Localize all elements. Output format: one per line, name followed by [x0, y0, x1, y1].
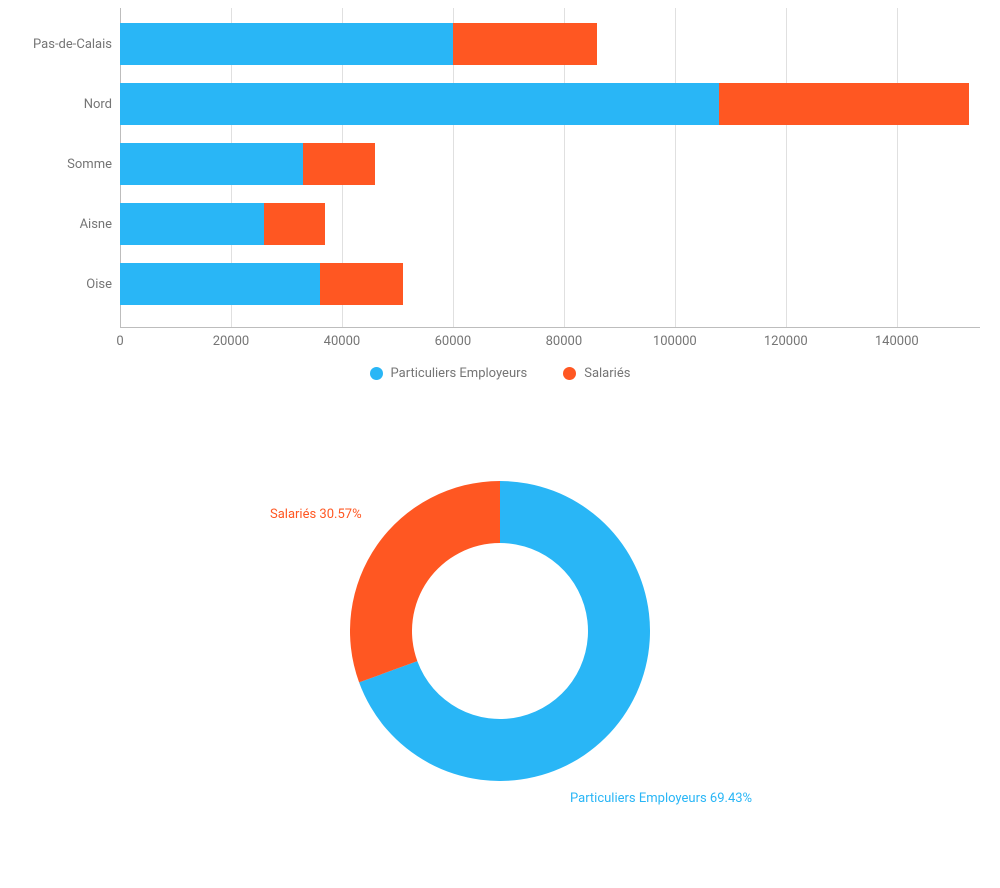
legend-swatch-icon	[563, 367, 576, 380]
bar-segment	[303, 143, 375, 185]
bar-row: Pas-de-Calais	[120, 14, 980, 74]
bar-segment	[120, 23, 453, 65]
x-axis-tick-label: 0	[116, 334, 123, 349]
x-axis-tick-label: 120000	[764, 334, 808, 349]
x-axis-tick-label: 100000	[653, 334, 697, 349]
category-label: Nord	[20, 74, 112, 134]
legend-swatch-icon	[370, 367, 383, 380]
bar-segment	[453, 23, 597, 65]
bar-chart-rows: Pas-de-CalaisNordSommeAisneOise	[120, 8, 980, 327]
legend-item-salaries: Salariés	[563, 366, 630, 381]
donut-slice-label: Particuliers Employeurs 69.43%	[570, 791, 752, 806]
x-axis-tick-label: 140000	[875, 334, 919, 349]
x-axis-tick-label: 80000	[546, 334, 583, 349]
bar-segment	[120, 263, 320, 305]
category-label: Oise	[20, 254, 112, 314]
bar-segment	[120, 83, 719, 125]
bar-chart: Pas-de-CalaisNordSommeAisneOise 0 20000 40…	[20, 8, 980, 381]
x-axis-tick-label: 40000	[324, 334, 361, 349]
donut-svg	[350, 481, 650, 781]
category-label: Pas-de-Calais	[20, 14, 112, 74]
bar-row: Aisne	[120, 194, 980, 254]
bar-row: Oise	[120, 254, 980, 314]
x-axis-tick-label: 60000	[435, 334, 472, 349]
x-axis-tick-label: 20000	[213, 334, 250, 349]
legend-label: Particuliers Employeurs	[391, 366, 528, 381]
bar-row: Somme	[120, 134, 980, 194]
bar-segment	[120, 203, 264, 245]
bar-row: Nord	[120, 74, 980, 134]
bar-segment	[264, 203, 325, 245]
donut-slice	[350, 481, 500, 682]
bar-segment	[120, 143, 303, 185]
bar-chart-x-axis: 020000400006000080000100000120000140000	[120, 328, 980, 352]
donut-chart-figure	[350, 481, 650, 785]
bar-chart-legend: Particuliers Employeurs Salariés	[20, 366, 980, 381]
bar-chart-plot: Pas-de-CalaisNordSommeAisneOise	[120, 8, 980, 328]
legend-item-employeurs: Particuliers Employeurs	[370, 366, 528, 381]
donut-slice-label: Salariés 30.57%	[270, 507, 362, 522]
donut-chart: Particuliers Employeurs 69.43% Salariés 3…	[0, 441, 1000, 861]
category-label: Somme	[20, 134, 112, 194]
legend-label: Salariés	[584, 366, 630, 381]
bar-segment	[719, 83, 969, 125]
bar-segment	[320, 263, 403, 305]
category-label: Aisne	[20, 194, 112, 254]
